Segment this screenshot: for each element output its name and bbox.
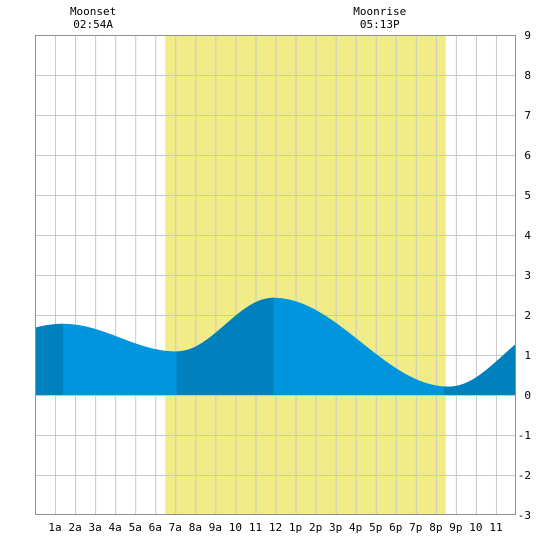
- tide-area-dark-band: [176, 297, 274, 395]
- x-tick-label: 10: [229, 521, 242, 534]
- x-tick-label: 3p: [329, 521, 342, 534]
- y-tick-label: 8: [524, 69, 531, 82]
- x-tick-label: 9a: [209, 521, 222, 534]
- tide-area-dark-band: [443, 343, 516, 395]
- plot-frame: [35, 35, 516, 515]
- y-tick-label: 6: [524, 149, 531, 162]
- x-tick-label: 2p: [309, 521, 322, 534]
- y-tick-label: 3: [524, 269, 531, 282]
- y-tick-label: -2: [518, 469, 531, 482]
- x-tick-label: 5a: [129, 521, 142, 534]
- y-tick-label: 2: [524, 309, 531, 322]
- moon-event-label: Moonrise: [353, 5, 406, 18]
- x-tick-label: 1p: [289, 521, 302, 534]
- y-tick-label: 7: [524, 109, 531, 122]
- x-tick-label: 3a: [89, 521, 102, 534]
- x-tick-label: 8a: [189, 521, 202, 534]
- x-tick-label: 9p: [449, 521, 462, 534]
- y-tick-label: 5: [524, 189, 531, 202]
- x-tick-label: 6p: [389, 521, 402, 534]
- x-tick-label: 5p: [369, 521, 382, 534]
- y-tick-label: 1: [524, 349, 531, 362]
- y-tick-labels: -3 -2 -1 0 1 2 3 4 5 6 7 8 9: [518, 29, 532, 522]
- x-tick-label: 4p: [349, 521, 362, 534]
- x-tick-label: 1a: [48, 521, 61, 534]
- frame-layer: [35, 35, 516, 515]
- x-tick-label: 7a: [169, 521, 182, 534]
- tide-layer: [35, 297, 516, 395]
- tide-area: [35, 297, 516, 395]
- y-tick-label: -3: [518, 509, 531, 522]
- grid-layer: [35, 35, 516, 515]
- x-tick-label: 6a: [149, 521, 162, 534]
- x-tick-label: 8p: [429, 521, 442, 534]
- x-tick-label: 10: [469, 521, 482, 534]
- x-tick-label: 7p: [409, 521, 422, 534]
- y-tick-label: 0: [524, 389, 531, 402]
- y-tick-label: 9: [524, 29, 531, 42]
- y-tick-label: -1: [518, 429, 531, 442]
- x-tick-label: 11: [489, 521, 502, 534]
- moon-event-label: Moonset: [70, 5, 116, 18]
- moon-event-time: 05:13P: [360, 18, 400, 31]
- x-tick-labels: 1a 2a 3a 4a 5a 6a 7a 8a 9a 10 11 12 1p 2p 3p 4p 5p 6p 7p 8p…: [48, 521, 502, 534]
- y-tick-label: 4: [524, 229, 531, 242]
- x-tick-label: 12: [269, 521, 282, 534]
- x-tick-label: 4a: [109, 521, 122, 534]
- tide-area-dark-band: [35, 323, 64, 395]
- x-tick-label: 2a: [68, 521, 81, 534]
- x-tick-label: 11: [249, 521, 262, 534]
- moon-event-time: 02:54A: [73, 18, 113, 31]
